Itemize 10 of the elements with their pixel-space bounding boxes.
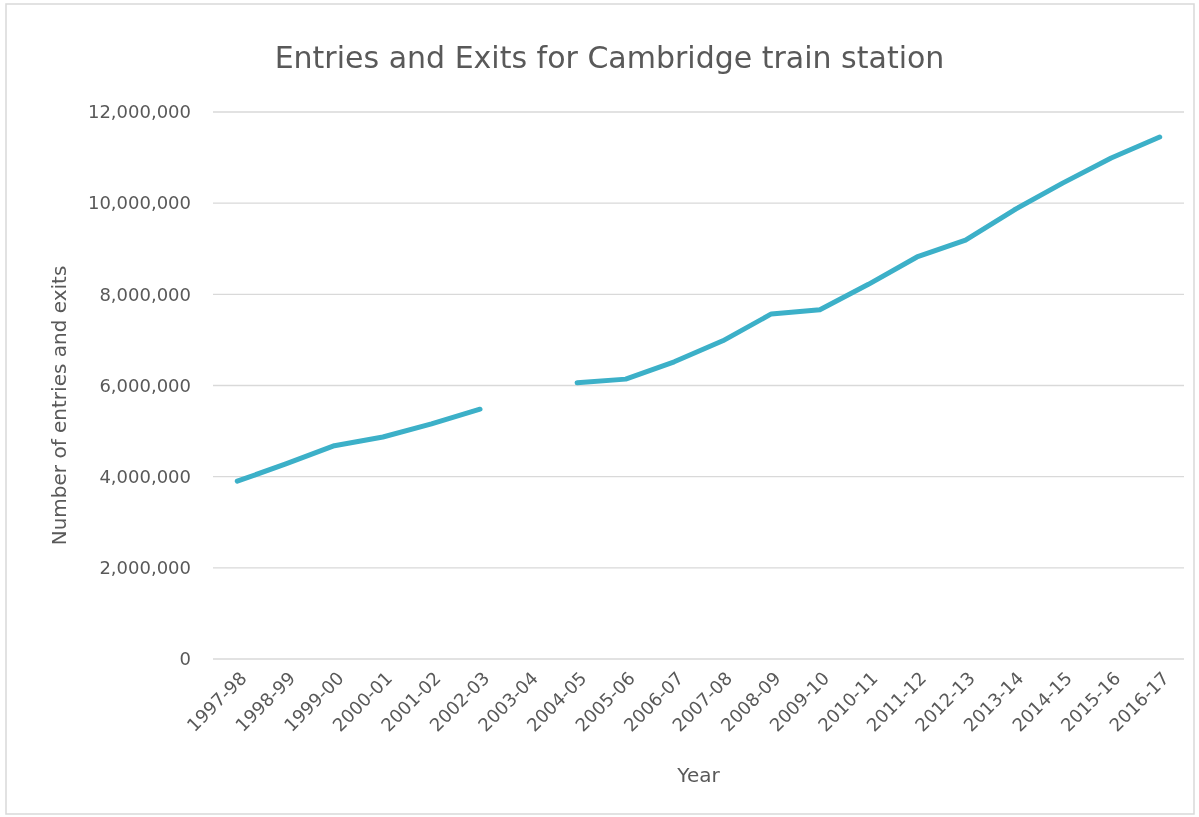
y-tick-label: 0: [179, 648, 191, 670]
y-tick-label: 12,000,000: [87, 101, 191, 123]
y-tick-label: 4,000,000: [99, 465, 191, 487]
x-axis-title: Year: [676, 763, 721, 787]
y-tick-label: 6,000,000: [99, 374, 191, 396]
y-tick-label: 8,000,000: [99, 283, 191, 305]
y-tick-label: 10,000,000: [87, 192, 191, 214]
chart-title: Entries and Exits for Cambridge train station: [274, 40, 945, 75]
y-tick-label: 2,000,000: [99, 557, 191, 579]
y-axis-title: Number of entries and exits: [47, 265, 71, 546]
